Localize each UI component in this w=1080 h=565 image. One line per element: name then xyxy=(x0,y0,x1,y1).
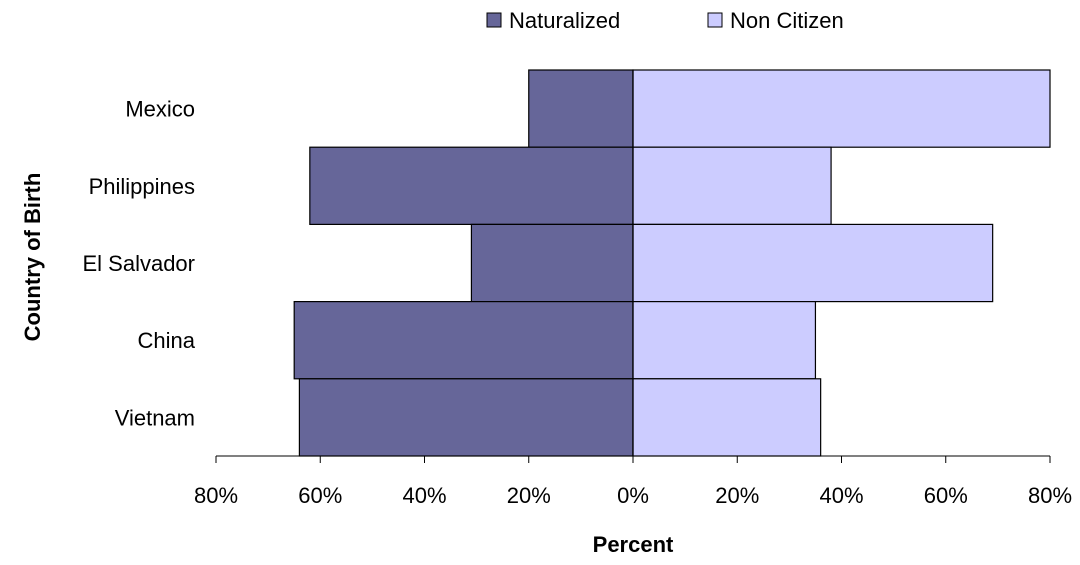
x-tick-label: 60% xyxy=(298,483,342,508)
category-label-vietnam: Vietnam xyxy=(115,405,195,430)
bar-naturalized-philippines xyxy=(309,146,634,225)
legend-swatch-non-citizen xyxy=(707,12,723,28)
x-tick-label: 40% xyxy=(819,483,863,508)
bar-naturalized-vietnam xyxy=(298,378,634,457)
bar-non-citizen-philippines xyxy=(632,146,832,225)
x-tick-label: 60% xyxy=(924,483,968,508)
bar-non-citizen-china xyxy=(632,301,817,380)
x-axis-title: Percent xyxy=(593,532,674,557)
x-tick-label: 80% xyxy=(1028,483,1072,508)
legend-swatch-naturalized xyxy=(486,12,502,28)
bar-non-citizen-vietnam xyxy=(632,378,822,457)
category-labels: Mexico Philippines El Salvador China Vietnam xyxy=(82,97,195,431)
bar-non-citizen-mexico xyxy=(632,69,1051,148)
x-ticks: 80% 60% 40% 20% 0% 20% 40% 60% 80% xyxy=(194,456,1072,508)
x-tick-label: 20% xyxy=(715,483,759,508)
legend: Naturalized Non Citizen xyxy=(486,8,844,33)
x-tick-label: 0% xyxy=(617,483,649,508)
bar-naturalized-el-salvador xyxy=(470,223,634,303)
bar-naturalized-china xyxy=(293,301,634,380)
plot-area xyxy=(293,69,1051,457)
category-label-philippines: Philippines xyxy=(89,174,195,199)
y-axis-title: Country of Birth xyxy=(20,173,45,342)
x-tick-label: 40% xyxy=(402,483,446,508)
bar-non-citizen-el-salvador xyxy=(632,223,994,303)
category-label-mexico: Mexico xyxy=(125,97,195,122)
legend-label-non-citizen: Non Citizen xyxy=(730,8,844,33)
bar-naturalized-mexico xyxy=(528,69,634,148)
legend-label-naturalized: Naturalized xyxy=(509,8,620,33)
category-label-china: China xyxy=(138,328,196,353)
x-tick-label: 80% xyxy=(194,483,238,508)
category-label-el-salvador: El Salvador xyxy=(82,251,195,276)
x-tick-label: 20% xyxy=(507,483,551,508)
